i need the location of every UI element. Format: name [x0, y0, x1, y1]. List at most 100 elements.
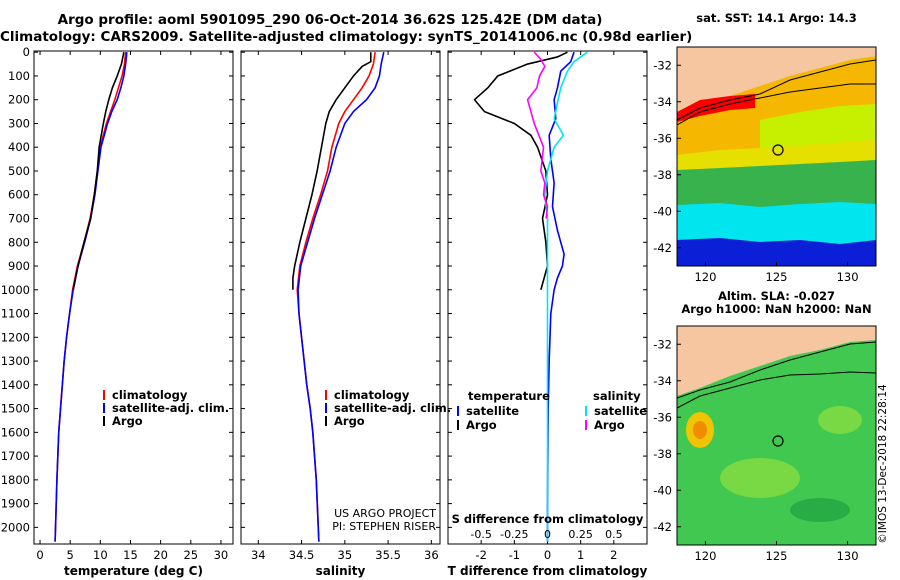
difference-xtick-label: -2 — [475, 548, 486, 562]
difference-series-t-satellite — [546, 51, 575, 542]
temperature-xtick-label: 0 — [36, 548, 43, 562]
diff-legend-label: satellite — [594, 404, 647, 418]
sla-coastline — [677, 341, 876, 399]
depth-tick-label: 500 — [8, 164, 30, 178]
temperature-xtick-label: 30 — [214, 548, 229, 562]
temperature-xtick-label: 25 — [183, 548, 198, 562]
depth-tick-label: 300 — [8, 116, 30, 130]
sla-lightgreen-region-2 — [818, 406, 862, 434]
credit-project: US ARGO PROJECT — [334, 507, 436, 520]
sla-peak-anomaly — [693, 421, 707, 439]
sst-map-ytick-label: -40 — [653, 204, 672, 218]
diff-legend-salinity-header: salinity — [593, 389, 641, 403]
diff-x2tick-label: 0.5 — [605, 528, 623, 541]
sst-map-ytick-label: -42 — [653, 241, 672, 255]
depth-tick-label: 1100 — [1, 307, 30, 321]
salinity-legend-label: satellite-adj. clim. — [334, 401, 451, 415]
depth-tick-label: 900 — [8, 259, 30, 273]
diff-x2tick-label: 0.25 — [568, 528, 593, 541]
header-line-1: Argo profile: aoml 5901095_290 06-Oct-20… — [57, 12, 603, 28]
difference-xtick-label: -1 — [509, 548, 520, 562]
sst-map-title: sat. SST: 14.1 Argo: 14.3 — [696, 11, 856, 25]
salinity-xtick-label: 34 — [251, 548, 266, 562]
sst-map-xtick-label: 130 — [837, 270, 859, 284]
sla-map-title: Altim. SLA: -0.027 — [718, 289, 835, 303]
temperature-series-argo — [72, 52, 125, 290]
sla-map-ytick-label: -32 — [653, 337, 672, 351]
diff-x2tick-label: -0.25 — [500, 528, 528, 541]
sst-yellowgreen-band — [760, 104, 876, 148]
sst-map-xtick-label: 125 — [766, 270, 788, 284]
salinity-frame — [240, 50, 441, 545]
temperature-legend-label: satellite-adj. clim. — [112, 401, 229, 415]
sla-map-xtick-label: 125 — [766, 549, 788, 563]
diff-x2tick-label: 0 — [544, 528, 551, 541]
sla-contour-1000 — [677, 371, 876, 409]
salinity-legend-label: climatology — [334, 388, 410, 402]
depth-tick-label: 1600 — [1, 425, 30, 439]
sst-contour-1000 — [677, 83, 876, 126]
depth-tick-label: 1800 — [1, 473, 30, 487]
depth-tick-label: 200 — [8, 93, 30, 107]
difference-xtick-label: 1 — [577, 548, 584, 562]
sla-map-ytick-label: -42 — [653, 520, 672, 534]
diff-legend-label: satellite — [466, 404, 519, 418]
salinity-xtick-label: 36 — [424, 548, 439, 562]
difference-series-s-argo — [526, 51, 549, 219]
sla-map — [677, 326, 876, 545]
depth-tick-label: 800 — [8, 235, 30, 249]
temperature-series-satellite-adj-clim- — [54, 52, 128, 542]
temperature-xtick-label: 15 — [123, 548, 138, 562]
temperature-series-climatology — [54, 52, 127, 542]
salinity-series-argo — [292, 52, 372, 290]
depth-tick-label: 1200 — [1, 330, 30, 344]
difference-xlabel: T difference from climatology — [448, 564, 648, 578]
sst-map-ytick-label: -34 — [653, 95, 672, 109]
difference-series-t-argo — [473, 51, 568, 290]
salinity-series-climatology — [296, 52, 376, 542]
salinity-xtick-label: 35.5 — [375, 548, 401, 562]
sla-map-ytick-label: -36 — [653, 410, 672, 424]
salinity-legend-label: Argo — [334, 414, 365, 428]
temperature-xtick-label: 5 — [67, 548, 74, 562]
sst-map-ytick-label: -32 — [653, 58, 672, 72]
depth-tick-label: 400 — [8, 140, 30, 154]
depth-tick-label: 100 — [8, 69, 30, 83]
diff-x2tick-label: -0.5 — [470, 528, 491, 541]
depth-tick-label: 700 — [8, 212, 30, 226]
sst-blue-band — [677, 238, 876, 266]
salinity-xtick-label: 35 — [338, 548, 353, 562]
temperature-xtick-label: 10 — [93, 548, 108, 562]
salinity-panel: 34 34.5 35 35.5 36 salinity climatologysatelli… — [240, 50, 451, 578]
sla-lightgreen-region — [720, 458, 800, 498]
temperature-legend-label: Argo — [112, 414, 143, 428]
difference-series-s-satellite — [544, 51, 588, 542]
sst-coastline — [677, 59, 876, 121]
depth-tick-label: 0 — [23, 45, 30, 59]
depth-tick-label: 1900 — [1, 497, 30, 511]
copyright-text: ©IMOS 13-Dec-2018 22:28:14 — [877, 384, 889, 544]
difference-panel: -2 -1 0 1 2 T difference from climatology temp… — [447, 50, 648, 578]
sla-map-ytick-label: -34 — [653, 374, 672, 388]
depth-tick-label: 1500 — [1, 402, 30, 416]
credit-pi: PI: STEPHEN RISER — [332, 520, 436, 533]
depth-tick-label: 600 — [8, 188, 30, 202]
temperature-panel: 0100200300400500600700800900100011001200… — [1, 45, 234, 578]
sst-argo-marker — [772, 144, 784, 156]
sst-map-xtick-label: 120 — [694, 270, 716, 284]
depth-tick-label: 1400 — [1, 378, 30, 392]
sla-argo-marker — [772, 435, 784, 447]
sla-map-ytick-label: -40 — [653, 483, 672, 497]
sst-map-ytick-label: -36 — [653, 131, 672, 145]
temperature-frame — [33, 50, 234, 545]
sla-darkgreen-region — [790, 498, 850, 522]
salinity-xtick-label: 34.5 — [289, 548, 315, 562]
sla-map-xtick-label: 120 — [694, 549, 716, 563]
sla-map-ytick-label: -38 — [653, 447, 672, 461]
sla-map-xtick-label: 130 — [837, 549, 859, 563]
copyright-stamp: ©IMOS 13-Dec-2018 22:28:14 — [876, 380, 890, 550]
temperature-xtick-label: 20 — [153, 548, 168, 562]
salinity-xlabel: salinity — [316, 564, 366, 578]
sla-land-area — [677, 326, 876, 396]
